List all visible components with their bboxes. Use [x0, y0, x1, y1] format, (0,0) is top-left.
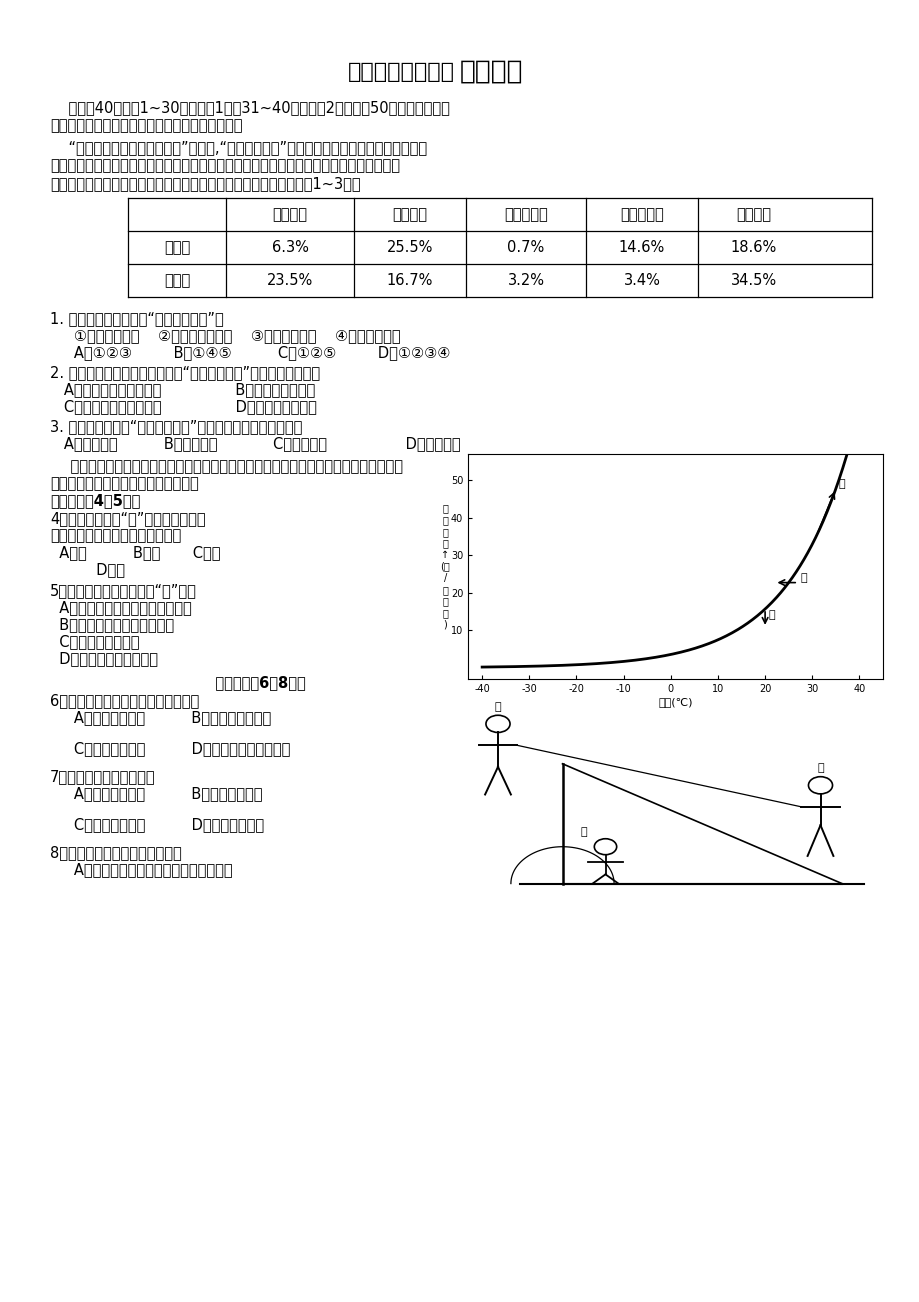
Text: 读下图完成6～8题。: 读下图完成6～8题。 — [199, 674, 305, 690]
Text: 8．负责具体测量的男同学，必须: 8．负责具体测量的男同学，必须 — [50, 845, 182, 861]
Text: 2. 下列功效中，哪项不属于实行“保护性耕作法”后产生的有利影响: 2. 下列功效中，哪项不属于实行“保护性耕作法”后产生的有利影响 — [50, 365, 320, 380]
Text: 丁: 丁 — [768, 611, 775, 620]
Text: 土壤空气: 土壤空气 — [392, 207, 427, 223]
Text: D．我国南方夏季的午后: D．我国南方夏季的午后 — [50, 651, 158, 667]
Text: C．测量当地纬度          D．测量正午太阳的高度: C．测量当地纬度 D．测量正午太阳的高度 — [60, 741, 290, 756]
Text: A．减轻土壤盐碱化程度                B．保护了土壤肥力: A．减轻土壤盐碱化程度 B．保护了土壤肥力 — [50, 381, 315, 397]
Text: 23.5%: 23.5% — [267, 273, 312, 288]
Text: 34.5%: 34.5% — [730, 273, 777, 288]
Text: 5．下列条件中最容易出现“露”的是: 5．下列条件中最容易出现“露”的是 — [50, 583, 197, 598]
Text: 高三学年十月月考: 高三学年十月月考 — [347, 62, 455, 82]
Text: 丙: 丙 — [800, 573, 806, 583]
Text: A．记录测量数据          B．把握观测方向: A．记录测量数据 B．把握观测方向 — [60, 786, 262, 801]
Text: 甲: 甲 — [580, 828, 586, 837]
Text: 丙: 丙 — [494, 702, 501, 712]
Text: A．三江平原          B．云贵高原            C．河套平原                 D．江汉平原: A．三江平原 B．云贵高原 C．河套平原 D．江汉平原 — [50, 436, 460, 450]
Text: 实验前: 实验前 — [164, 240, 190, 255]
Text: “民以食为天，粮以土为本。”近年来,“保护性耕作法”越来越得到人们的重视，它是指对耕: “民以食为天，粮以土为本。”近年来,“保护性耕作法”越来越得到人们的重视，它是指… — [50, 141, 426, 155]
Text: 6．图中同学所进行的地理实践活动是: 6．图中同学所进行的地理实践活动是 — [50, 693, 199, 708]
Text: 土壤有机质: 土壤有机质 — [504, 207, 548, 223]
Text: ①保持土壤水分    ②增强土壤透气性    ③增加大气湿度    ④减少空气污染: ①保持土壤水分 ②增强土壤透气性 ③增加大气湿度 ④减少空气污染 — [60, 328, 400, 342]
Text: D．丁: D．丁 — [50, 562, 125, 577]
Text: 6.3%: 6.3% — [271, 240, 308, 255]
Y-axis label: 水
汽
含
量
↑
(克
/
立
方
米
): 水 汽 含 量 ↑ (克 / 立 方 米 ) — [440, 504, 449, 629]
Text: 向分别代表大气中的水汽要达到饱和的: 向分别代表大气中的水汽要达到饱和的 — [50, 477, 199, 491]
Text: 地实行免耕或浅耕措施，并在粮食收割时，及时将作物秸秆粉碎后归还农田，或者将庄稼茬: 地实行免耕或浅耕措施，并在粮食收割时，及时将作物秸秆粉碎后归还农田，或者将庄稼茬 — [50, 158, 400, 173]
Text: 乙: 乙 — [816, 763, 823, 773]
Text: 土壤水分: 土壤水分 — [272, 207, 307, 223]
Text: 4．关于自然现象“露”的形成，主要是: 4．关于自然现象“露”的形成，主要是 — [50, 510, 206, 526]
Text: A．天气晴朗、无风或微风的清晨: A．天气晴朗、无风或微风的清晨 — [50, 600, 191, 615]
Text: A．检验勾股定律          B．测量日出的时刻: A．检验勾股定律 B．测量日出的时刻 — [60, 710, 271, 725]
Text: 3.2%: 3.2% — [507, 273, 544, 288]
Text: 大气悬浮质: 大气悬浮质 — [619, 207, 664, 223]
Text: 本卷共40小题。1~30题每小题1分，31~40题每小题2分，共计50分。在每小题给: 本卷共40小题。1~30题每小题1分，31~40题每小题2分，共计50分。在每小… — [50, 100, 449, 115]
Text: 0.7%: 0.7% — [506, 240, 544, 255]
Text: 3.4%: 3.4% — [623, 273, 660, 288]
Text: A．将影子的顶端与半圆尺的中心相对应: A．将影子的顶端与半圆尺的中心相对应 — [60, 862, 233, 878]
Text: 18.6%: 18.6% — [730, 240, 777, 255]
Text: 14.6%: 14.6% — [618, 240, 664, 255]
Text: A．①②③         B．①④⑤          C．①②⑤         D．①②③④: A．①②③ B．①④⑤ C．①②⑤ D．①②③④ — [60, 345, 450, 359]
Text: 3. 根据实验资料，“保护性耕作法”最适宜在以下哪个地区使用: 3. 根据实验资料，“保护性耕作法”最适宜在以下哪个地区使用 — [50, 419, 302, 434]
Text: 1. 实验结果反映了实行“保护性耕作法”能: 1. 实验结果反映了实行“保护性耕作法”能 — [50, 311, 223, 326]
Text: 右下图是水汽含量和温度的关系图，图中的曲线为饱和曲线，甲、乙、丙、丁的箭头方: 右下图是水汽含量和温度的关系图，图中的曲线为饱和曲线，甲、乙、丙、丁的箭头方 — [50, 460, 403, 474]
Text: A．甲          B．乙       C．丙: A．甲 B．乙 C．丙 — [50, 546, 221, 560]
Text: C．把握观测时间          D．把握地理坐标: C．把握观测时间 D．把握地理坐标 — [60, 816, 264, 832]
Text: 途径。回答4～5题。: 途径。回答4～5题。 — [50, 493, 141, 508]
Text: C．增强土壤抗风蚀能力                D．减轻了酸雨程度: C．增强土壤抗风蚀能力 D．减轻了酸雨程度 — [50, 398, 316, 414]
Text: 通过下列哪一种途径而达到饱和的: 通过下列哪一种途径而达到饱和的 — [50, 529, 181, 543]
Text: 大气水分: 大气水分 — [736, 207, 771, 223]
Text: 子留在田地过冬。下表为某地实验前后冬春季节有关实验资料，回答1~3题。: 子留在田地过冬。下表为某地实验前后冬春季节有关实验资料，回答1~3题。 — [50, 176, 360, 191]
Text: 25.5%: 25.5% — [386, 240, 433, 255]
Text: 实验后: 实验后 — [164, 273, 190, 288]
Text: 16.7%: 16.7% — [386, 273, 433, 288]
X-axis label: 温度(℃): 温度(℃) — [657, 697, 692, 707]
Text: B．我国北方寒冬季节的清晨: B．我国北方寒冬季节的清晨 — [50, 617, 174, 631]
Text: C．阴天高温的夜晚: C．阴天高温的夜晚 — [50, 634, 140, 648]
Text: 地理试题: 地理试题 — [460, 59, 523, 85]
Text: 乙: 乙 — [837, 479, 844, 488]
Text: 出的四个选项中，只有一项是最符合题目要求的。: 出的四个选项中，只有一项是最符合题目要求的。 — [50, 118, 243, 133]
Text: 7．站在后面的丙同学负责: 7．站在后面的丙同学负责 — [50, 769, 155, 784]
